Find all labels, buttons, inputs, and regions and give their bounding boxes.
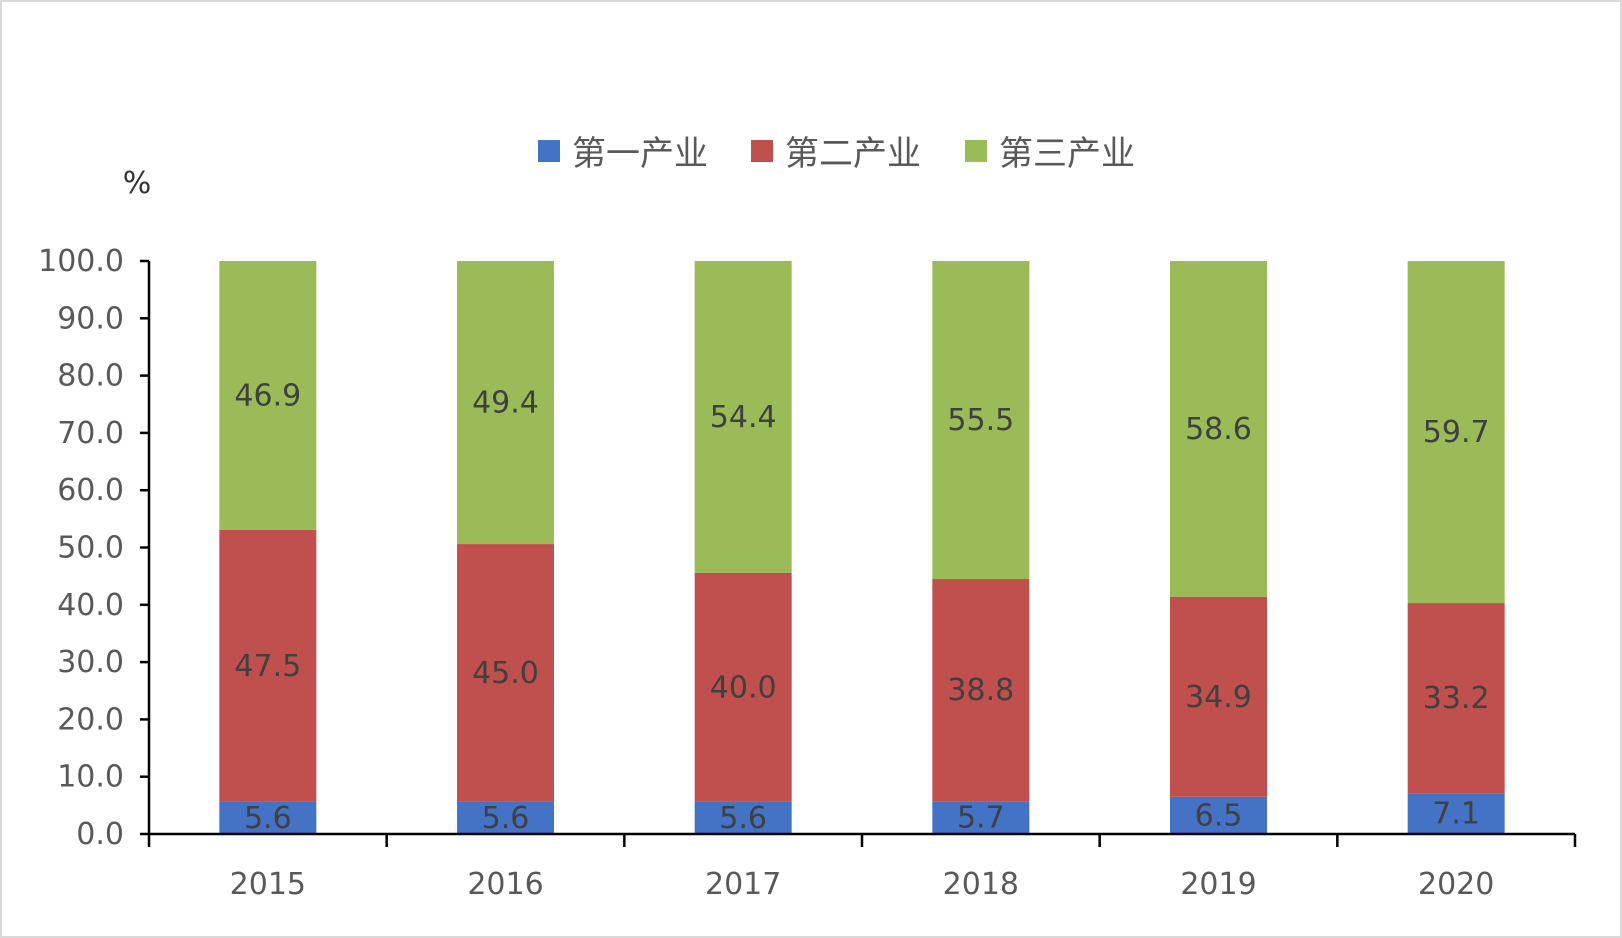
bar-segment [1170, 261, 1267, 597]
y-tick-label: 70.0 [57, 416, 124, 451]
legend-swatch [965, 140, 987, 162]
y-tick-label: 0.0 [76, 817, 124, 852]
y-tick-label: 20.0 [57, 702, 124, 737]
bar-segment [219, 261, 317, 530]
y-tick-label: 10.0 [57, 760, 124, 795]
bar-segment [457, 801, 554, 834]
data-label: 40.0 [710, 670, 777, 705]
bar-segment [219, 529, 317, 802]
data-label: 55.5 [947, 403, 1014, 438]
data-label: 58.6 [1185, 412, 1252, 447]
data-label: 5.6 [482, 801, 530, 836]
data-label: 7.1 [1432, 797, 1480, 832]
data-label: 46.9 [234, 378, 301, 413]
bar-segment [457, 261, 554, 545]
legend-swatch [751, 140, 773, 162]
bar-segment [1170, 796, 1267, 834]
y-tick-label: 80.0 [57, 359, 124, 394]
x-tick-label: 2019 [1180, 867, 1256, 902]
y-tick-label: 60.0 [57, 473, 124, 508]
x-tick-label: 2020 [1418, 867, 1494, 902]
data-label: 49.4 [472, 386, 539, 421]
data-label: 34.9 [1185, 680, 1252, 715]
bar-segment [694, 801, 792, 834]
data-label: 47.5 [234, 649, 301, 684]
bar-segment [1407, 603, 1505, 794]
bar-segment [457, 544, 554, 802]
y-tick-label: 50.0 [57, 531, 124, 566]
data-label: 6.5 [1195, 798, 1243, 833]
data-label: 33.2 [1423, 681, 1490, 716]
x-tick-label: 2017 [705, 867, 781, 902]
bar-segment [932, 579, 1030, 802]
data-label: 5.7 [957, 801, 1005, 836]
legend-label: 第一产业 [572, 134, 708, 174]
y-tick-label: 100.0 [38, 244, 124, 279]
x-tick-label: 2015 [230, 867, 306, 902]
x-tick-label: 2016 [467, 867, 543, 902]
bar-segment [219, 801, 317, 834]
bar-segment [932, 801, 1030, 834]
bar-segment [932, 261, 1030, 580]
y-axis-ticks: 0.0 10.0 20.0 30.0 40.0 50.0 60.0 70.0 80.0 90.0 1… [38, 244, 149, 852]
bar-segment [1407, 793, 1505, 834]
legend-swatch [538, 140, 560, 162]
bars: 5.6 47.5 46.9 5.6 45.0 49.4 5.6 40.0 54.4 5.7 38.8… [219, 261, 1505, 836]
y-tick-label: 30.0 [57, 645, 124, 680]
y-tick-label: 90.0 [57, 301, 124, 336]
data-label: 5.6 [719, 801, 767, 836]
legend-label: 第二产业 [785, 134, 921, 174]
x-tick-label: 2018 [943, 867, 1019, 902]
bar-segment [694, 261, 792, 573]
x-axis-ticks: 2015 2016 2017 2018 2019 2020 [147, 834, 1577, 902]
data-label: 38.8 [947, 673, 1014, 708]
bar-segment [1407, 261, 1505, 604]
y-axis-unit-label: % [123, 166, 152, 201]
y-tick-label: 40.0 [57, 588, 124, 623]
bar-segment [1170, 596, 1267, 797]
data-label: 45.0 [472, 656, 539, 691]
data-label: 5.6 [244, 801, 292, 836]
legend: 第一产业 第二产业 第三产业 [538, 134, 1135, 174]
bar-segment [694, 572, 792, 802]
legend-label: 第三产业 [999, 134, 1135, 174]
data-label: 59.7 [1423, 415, 1490, 450]
data-label: 54.4 [710, 400, 777, 435]
